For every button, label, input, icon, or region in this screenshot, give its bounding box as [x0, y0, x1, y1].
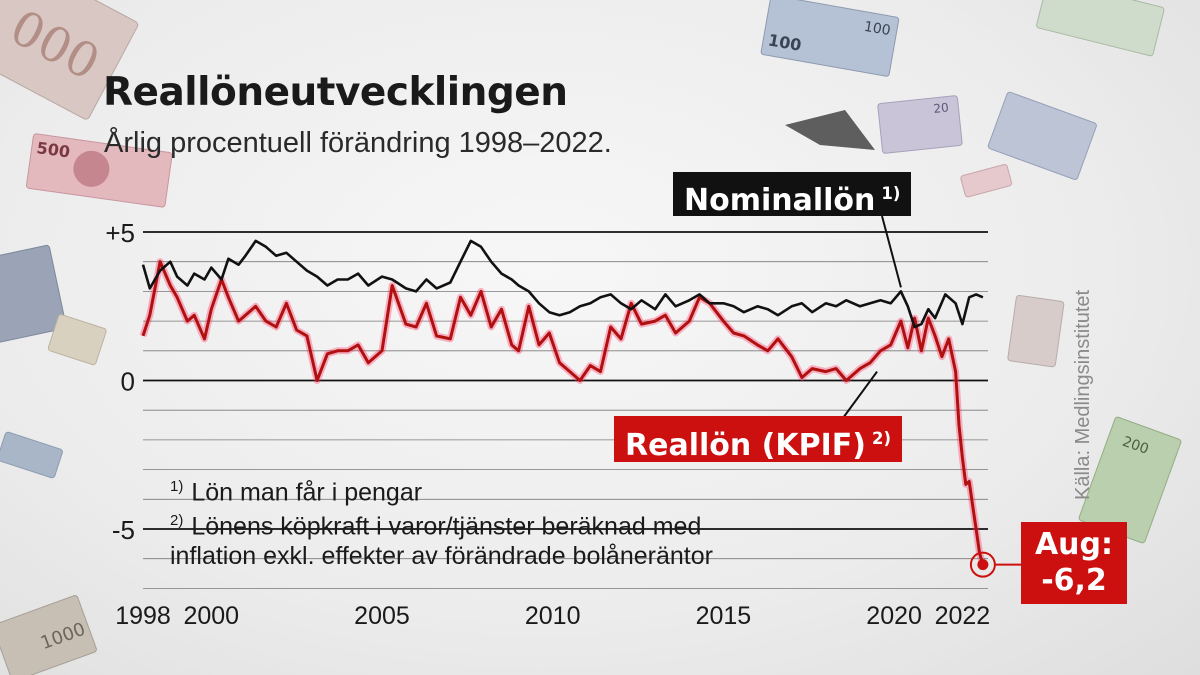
series-lines	[139, 239, 987, 566]
x-tick-label: 2010	[525, 602, 581, 630]
banknote-image: 200	[1078, 416, 1182, 544]
footnote-2-line1: Lönens köpkraft i varor/tjänster beräkna…	[191, 512, 702, 541]
endpoint-marker	[969, 551, 996, 578]
real-series-line	[141, 260, 985, 566]
banknote-image	[47, 314, 107, 366]
x-tick-label: 2015	[696, 602, 752, 630]
footnote-2: 2) Lönens köpkraft i varor/tjänster beräk…	[170, 512, 701, 541]
nominal-footnote-mark: 1)	[881, 184, 901, 203]
real-label-leader	[842, 371, 878, 419]
nominal-label-text: Nominallön	[684, 183, 876, 218]
footnote-1-text: Lön man får i pengar	[191, 478, 423, 507]
banknote-image: 100 100	[760, 0, 900, 77]
nominal-series-line	[141, 239, 984, 329]
svg-text:20: 20	[933, 100, 950, 116]
y-tick-label: -5	[112, 515, 135, 545]
banknote-image: 500	[25, 133, 173, 208]
real-label-text: Reallön (KPIF)	[625, 428, 866, 463]
chart-title: Reallöneutvecklingen	[103, 70, 568, 115]
banknote-image	[785, 110, 875, 150]
footnote-1: 1) Lön man får i pengar	[170, 478, 422, 507]
banknote-image	[987, 91, 1097, 180]
real-footnote-mark: 2)	[871, 429, 892, 448]
y-tick-label: +5	[105, 218, 135, 248]
source-credit: Källa: Medlingsinstitutet	[1072, 289, 1094, 500]
banknote-image: 1000	[0, 595, 97, 675]
endpoint-dot	[977, 559, 989, 571]
x-tick-label: 2000	[183, 602, 239, 630]
x-tick-label: 2020	[866, 602, 922, 630]
svg-text:500: 500	[35, 138, 71, 161]
banknote-image	[1036, 0, 1165, 57]
nominal-series-label: Nominallön 1)	[673, 172, 912, 218]
banknote-image	[960, 164, 1013, 198]
banknote-image	[0, 431, 63, 479]
x-tick-label: 2005	[354, 602, 410, 630]
y-tick-label: 0	[121, 367, 135, 397]
y-axis-ticks: +5 0 -5	[105, 218, 135, 545]
aug-label-line1: Aug:	[1034, 527, 1114, 562]
x-tick-label: 2022	[935, 602, 991, 630]
chart-subtitle: Årlig procentuell förändring 1998–2022.	[104, 127, 612, 159]
aug-label-line2: -6,2	[1041, 563, 1107, 598]
banknote-image: 000	[0, 0, 139, 120]
real-series-label: Reallön (KPIF) 2)	[614, 416, 903, 463]
endpoint-ring	[969, 551, 996, 578]
footnote-1-mark: 1)	[170, 478, 184, 495]
svg-text:100: 100	[863, 19, 892, 39]
footnote-2-line2: inflation exkl. effekter av förändrade b…	[170, 542, 713, 570]
banknote-image: 20	[877, 95, 963, 154]
x-tick-label: 1998	[115, 602, 171, 630]
banknote-image	[1007, 294, 1065, 368]
x-axis-ticks: 1998 2000 2005 2010 2015 2020 2022	[115, 602, 990, 630]
footnote-2-continued: inflation exkl. effekter av förändrade b…	[170, 542, 713, 571]
banknote-image	[0, 244, 67, 343]
nominal-label-leader	[881, 215, 902, 288]
footnote-2-mark: 2)	[170, 512, 184, 529]
aug-value-label: Aug: -6,2	[1021, 522, 1127, 604]
